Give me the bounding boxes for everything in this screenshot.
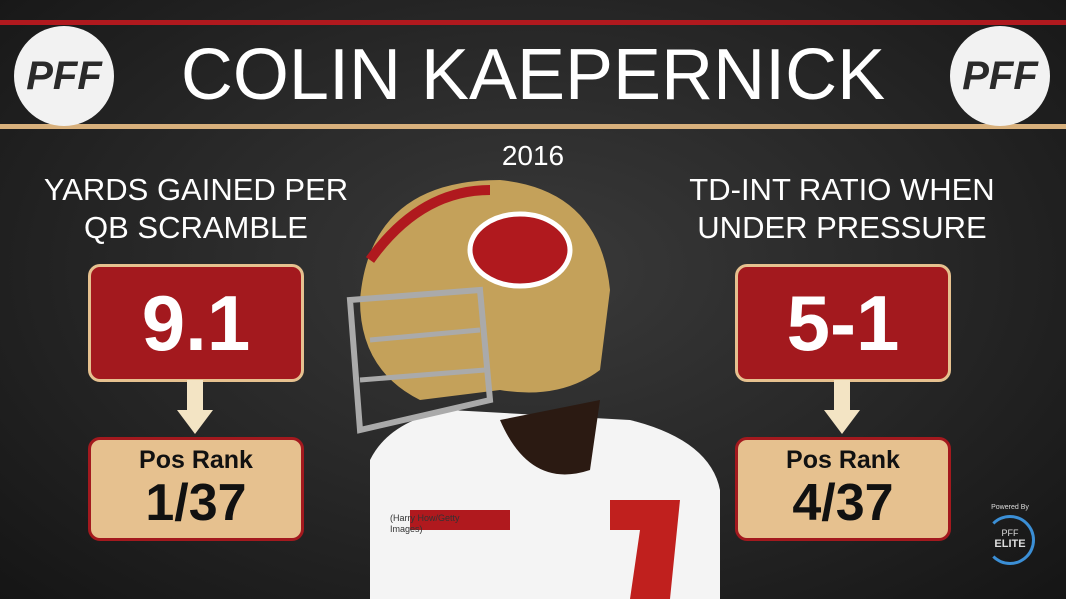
rank-value: 1/37 <box>145 474 247 532</box>
rank-value: 4/37 <box>792 474 894 532</box>
rank-box: Pos Rank 4/37 <box>735 437 951 541</box>
badge-tier: ELITE <box>994 538 1026 550</box>
stat-value: 9.1 <box>88 264 304 382</box>
stat-label-line: YARDS GAINED PER <box>43 172 349 207</box>
rank-label: Pos Rank <box>139 446 253 474</box>
photo-credit: (Harry How/Getty Images) <box>390 513 460 535</box>
logo: PFF <box>950 26 1050 126</box>
stat-label-line: QB SCRAMBLE <box>84 210 308 245</box>
rank-label: Pos Rank <box>786 446 900 474</box>
title: COLIN KAEPERNICK <box>180 35 886 115</box>
top-rule <box>0 20 1066 25</box>
badge-powered: Powered By <box>991 504 1029 511</box>
stat-label: TD-INT RATIO WHEN UNDER PRESSURE <box>682 171 1002 247</box>
credit-line: (Harry How/Getty <box>390 513 460 523</box>
badge: Powered By PFF ELITE <box>978 504 1042 565</box>
arrow <box>824 380 860 434</box>
credit-line: Images) <box>390 524 423 534</box>
rank-box: Pos Rank 1/37 <box>88 437 304 541</box>
stat-label: YARDS GAINED PER QB SCRAMBLE <box>36 171 356 247</box>
logo: PFF <box>14 26 114 126</box>
season: 2016 <box>501 140 565 171</box>
bottom-rule <box>0 124 1066 129</box>
stat-value: 5-1 <box>735 264 951 382</box>
badge-brand: PFF <box>1001 528 1019 538</box>
stat-label-line: TD-INT RATIO WHEN <box>689 172 995 207</box>
arrow <box>177 380 213 434</box>
player-photo <box>346 180 720 599</box>
badge-ring: PFF ELITE <box>985 515 1035 565</box>
stat-label-line: UNDER PRESSURE <box>697 210 987 245</box>
